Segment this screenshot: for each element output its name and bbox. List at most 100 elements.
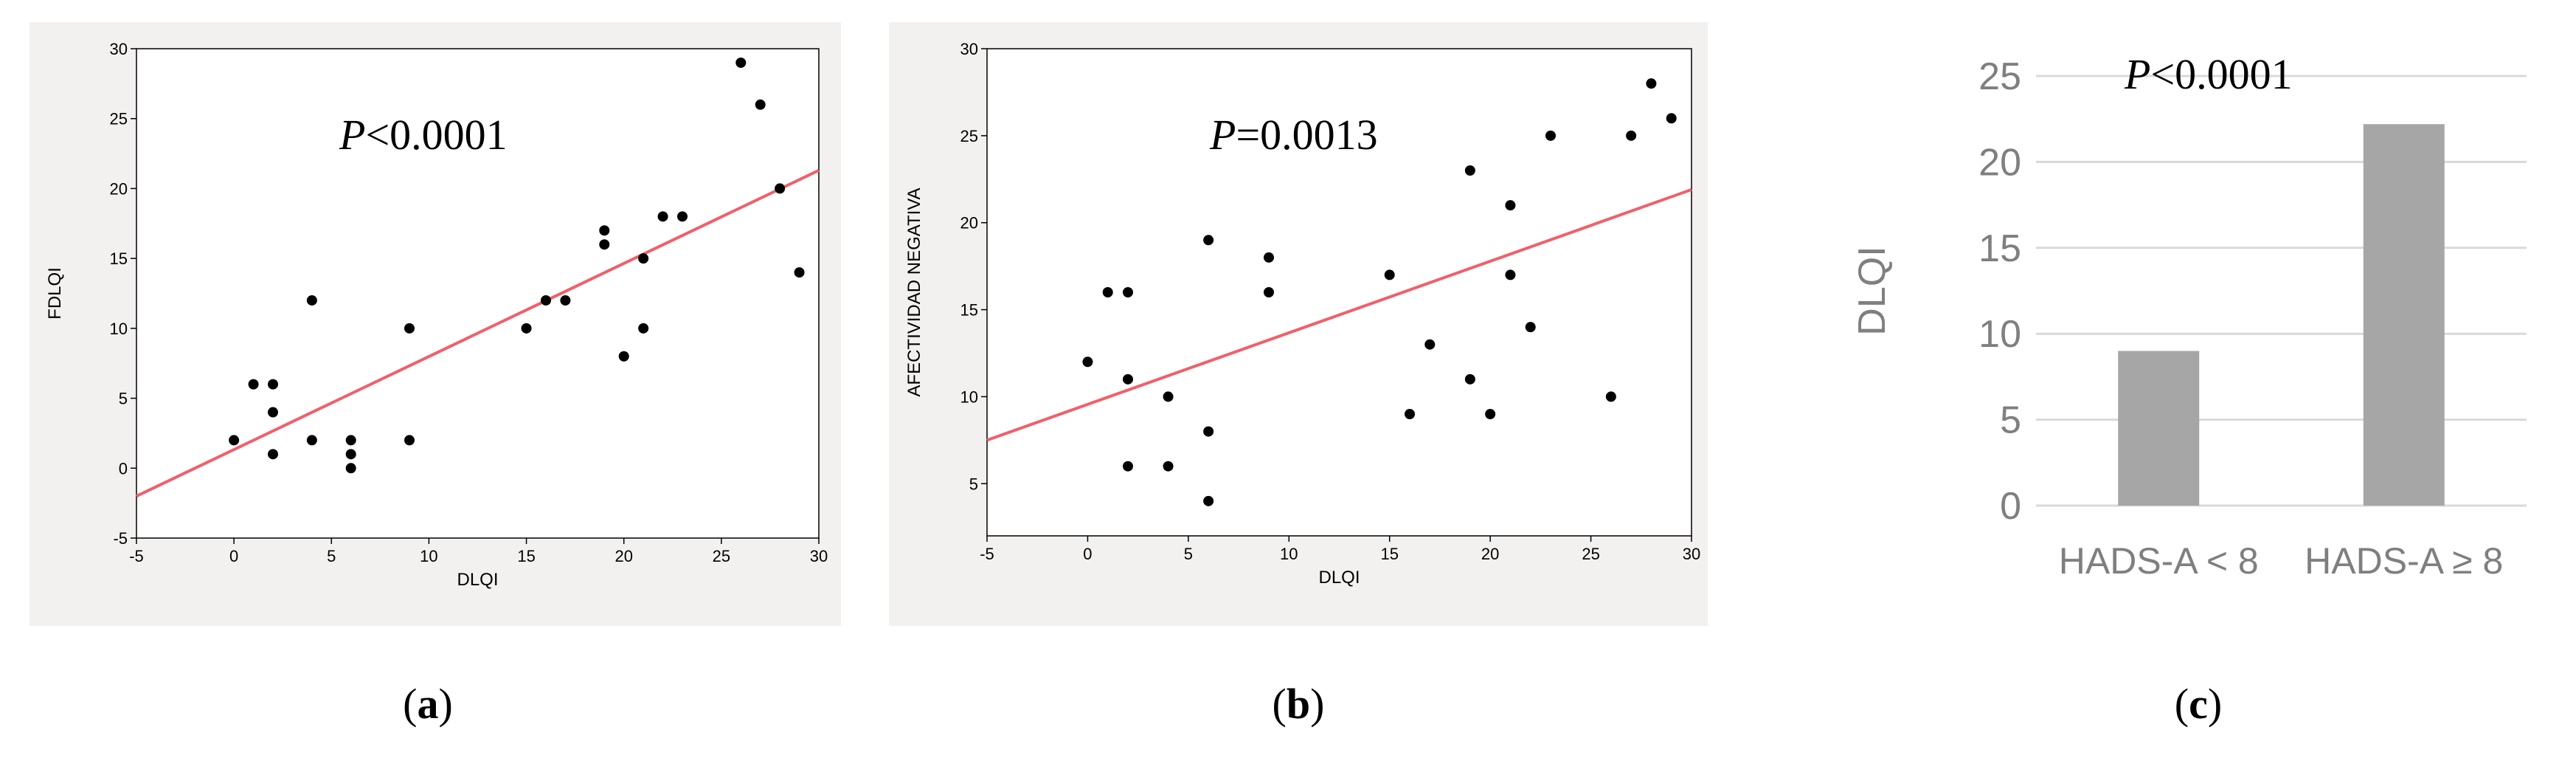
- y-tick-label: 30: [960, 40, 978, 58]
- x-tick-label: 20: [1481, 545, 1499, 563]
- data-point: [1384, 269, 1395, 280]
- x-tick-label: 25: [713, 547, 730, 565]
- data-point: [677, 211, 688, 222]
- panel-b: -5 0 5 10 15 20 25 30 5 10 15 20 25 30 DLQI AFECTIVIDAD…: [889, 22, 1708, 627]
- p-value-text: <0.0001: [365, 111, 507, 159]
- x-tick-label: -5: [980, 545, 994, 563]
- y-tick-label: 0: [2000, 485, 2021, 528]
- data-point: [1163, 391, 1174, 402]
- x-tick-label: 30: [810, 547, 828, 565]
- y-tick-label: 25: [1978, 55, 2021, 98]
- x-axis-label: DLQI: [1318, 568, 1360, 588]
- plot-area: [136, 48, 820, 539]
- data-point: [1505, 200, 1516, 211]
- category-label: HADS-A < 8: [2059, 540, 2259, 582]
- y-tick-label: 25: [960, 127, 978, 145]
- data-point: [306, 294, 317, 306]
- x-tick-label: 15: [1380, 545, 1398, 563]
- data-point: [268, 449, 278, 460]
- x-tick-label: -5: [129, 547, 144, 565]
- data-point: [345, 435, 356, 446]
- data-point: [1545, 130, 1556, 141]
- data-point: [1525, 322, 1536, 333]
- data-point: [268, 379, 278, 390]
- data-point: [560, 294, 571, 306]
- data-point: [268, 407, 278, 418]
- data-point: [404, 435, 415, 446]
- x-axis-label: DLQI: [457, 570, 498, 590]
- data-point: [1505, 269, 1516, 280]
- data-point: [1264, 287, 1274, 297]
- x-tick-label: 30: [1683, 545, 1700, 563]
- scatter-chart-a: -5 0 5 10 15 20 25 30 -5 0 5 10 15 20 25 30 DLQI FDLQI P<0…: [30, 22, 841, 626]
- data-point: [1123, 373, 1133, 385]
- caption-a: (a): [403, 680, 453, 728]
- data-point: [229, 435, 240, 446]
- data-point: [1666, 113, 1677, 124]
- bar-chart-c: 0 5 10 15 20 25 HADS-A < 8 HADS-A ≥ 8 DLQI P<0.00…: [1851, 50, 2527, 582]
- data-point: [599, 239, 610, 250]
- x-tick-label: 5: [1184, 545, 1193, 563]
- y-axis-label: AFECTIVIDAD NEGATIVA: [904, 187, 924, 396]
- data-point: [521, 323, 532, 334]
- data-point: [1123, 461, 1133, 472]
- data-point: [1163, 461, 1174, 472]
- category-label: HADS-A ≥ 8: [2305, 540, 2503, 582]
- data-point: [345, 463, 356, 474]
- y-tick-label: 15: [960, 301, 978, 320]
- data-point: [1102, 287, 1113, 297]
- p-value-text: =0.0013: [1236, 111, 1377, 159]
- y-tick-label: 15: [1978, 227, 2021, 270]
- x-tick-label: 10: [420, 547, 437, 565]
- data-point: [755, 99, 766, 110]
- y-tick-label: 15: [110, 249, 128, 268]
- data-point: [1264, 252, 1274, 263]
- x-tick-label: 25: [1582, 545, 1599, 563]
- data-point: [657, 211, 668, 222]
- data-point: [1646, 78, 1657, 89]
- data-point: [1123, 287, 1133, 297]
- x-tick-label: 15: [517, 547, 535, 565]
- data-point: [248, 379, 259, 390]
- data-point: [1424, 339, 1436, 350]
- p-value-italic: P: [2124, 50, 2150, 98]
- data-point: [1464, 373, 1475, 385]
- data-point: [735, 57, 747, 68]
- data-point: [794, 267, 805, 278]
- data-point: [1203, 495, 1214, 506]
- panel-c: 0 5 10 15 20 25 HADS-A < 8 HADS-A ≥ 8 DLQI P<0.00…: [1815, 22, 2576, 627]
- y-tick-label: 25: [110, 110, 128, 128]
- x-tick-label: 5: [327, 547, 336, 565]
- data-point: [638, 323, 649, 334]
- scatter-chart-b: -5 0 5 10 15 20 25 30 5 10 15 20 25 30 DLQI AFECTIVIDAD…: [889, 22, 1708, 626]
- data-point: [1082, 356, 1093, 368]
- regression-line: [986, 188, 1692, 442]
- p-value-annotation: P=0.0013: [1209, 111, 1378, 159]
- caption-b: (b): [1272, 680, 1325, 728]
- x-tick-label: 0: [229, 547, 238, 565]
- data-point: [1203, 235, 1214, 246]
- y-tick-label: 20: [110, 179, 128, 198]
- p-value-italic: P: [1209, 111, 1236, 159]
- p-value-annotation: P<0.0001: [2124, 50, 2293, 98]
- data-point: [404, 323, 415, 334]
- y-tick-label: 30: [110, 40, 128, 58]
- y-tick-label: 5: [2000, 399, 2021, 442]
- y-tick-label: -5: [113, 529, 128, 548]
- data-point: [1405, 409, 1415, 419]
- data-point: [345, 449, 356, 460]
- data-point: [1626, 130, 1637, 141]
- data-point: [1485, 409, 1496, 419]
- y-axis-label: DLQI: [1851, 246, 1894, 335]
- data-point: [638, 253, 649, 264]
- regression-line: [136, 168, 820, 497]
- panel-a: -5 0 5 10 15 20 25 30 -5 0 5 10 15 20 25 30 DLQI FDLQI P<0…: [30, 22, 841, 627]
- y-tick-label: 5: [969, 475, 978, 493]
- p-value-text: <0.0001: [2150, 50, 2292, 98]
- p-value-annotation: P<0.0001: [339, 111, 508, 159]
- data-point: [618, 351, 629, 362]
- y-tick-label: 10: [1978, 313, 2021, 356]
- y-axis-label: FDLQI: [45, 267, 65, 320]
- data-point: [599, 225, 610, 236]
- data-point: [775, 183, 786, 194]
